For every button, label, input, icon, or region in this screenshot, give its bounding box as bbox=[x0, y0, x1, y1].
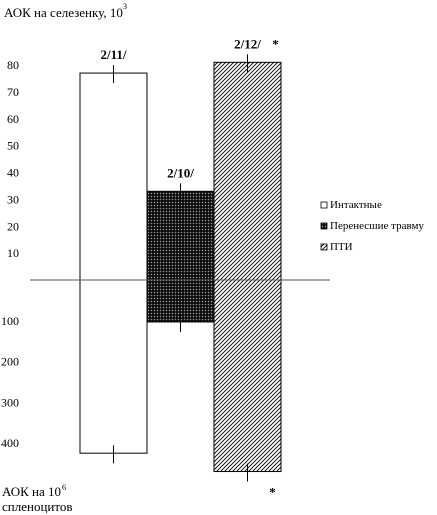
lower-tick-label: 200 bbox=[1, 355, 19, 369]
upper-tick-label: 80 bbox=[7, 58, 19, 72]
legend: Интактные Перенесшие травму ПТИ bbox=[320, 199, 424, 253]
upper-tick-label: 40 bbox=[7, 166, 19, 180]
top-axis-label-exponent: 3 bbox=[123, 2, 127, 11]
bar-top-label: 2/10/ bbox=[167, 165, 194, 180]
tick-labels: 10 20 30 40 50 60 70 80 100 200 300 400 bbox=[1, 58, 19, 450]
bar-top-label: 2/12/ bbox=[234, 36, 261, 51]
upper-tick-label: 60 bbox=[7, 112, 19, 126]
legend-label: ПТИ bbox=[330, 241, 353, 253]
bar-1 bbox=[79, 72, 148, 454]
lower-tick-label: 100 bbox=[1, 314, 19, 328]
bottom-axis-label-exponent: 6 bbox=[62, 483, 66, 492]
bottom-axis-label-line2: спленоцитов bbox=[2, 499, 73, 514]
bottom-axis-label-line1: АОК на 10 bbox=[2, 484, 61, 499]
upper-tick-label: 50 bbox=[7, 139, 19, 153]
top-axis-label: АОК на селезенку, 10 bbox=[4, 5, 123, 20]
significance-star-top: * bbox=[272, 36, 279, 51]
lower-tick-label: 400 bbox=[1, 436, 19, 450]
upper-tick-label: 20 bbox=[7, 219, 19, 233]
upper-tick-label: 70 bbox=[7, 85, 19, 99]
legend-label: Перенесшие травму bbox=[330, 220, 424, 232]
upper-tick-label: 10 bbox=[7, 246, 19, 260]
legend-label: Интактные bbox=[330, 199, 382, 211]
legend-swatch bbox=[320, 222, 328, 230]
upper-tick-label: 30 bbox=[7, 192, 19, 206]
bar-top-label: 2/11/ bbox=[100, 47, 126, 62]
legend-swatch bbox=[320, 243, 328, 251]
bar-labels: 2/11/2/10/2/12/ * * bbox=[100, 36, 278, 499]
bars bbox=[79, 54, 282, 482]
lower-tick-label: 300 bbox=[1, 395, 19, 409]
bar-2 bbox=[146, 190, 215, 323]
bar-3 bbox=[213, 61, 282, 473]
legend-swatch bbox=[320, 201, 328, 209]
significance-star-bottom: * bbox=[269, 485, 276, 500]
